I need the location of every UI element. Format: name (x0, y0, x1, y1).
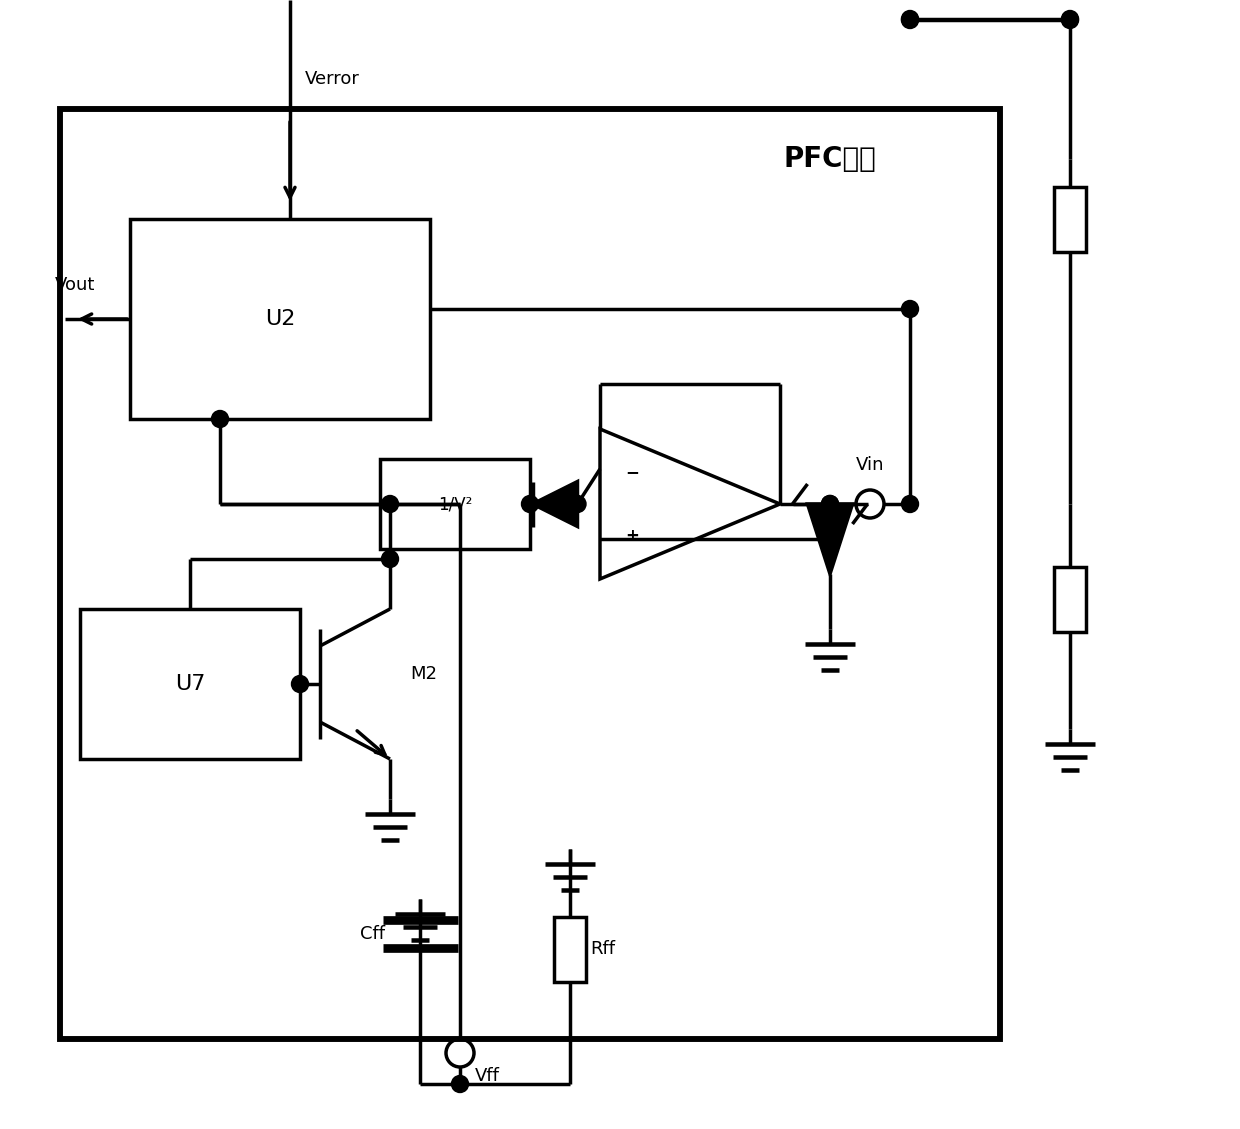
Circle shape (901, 11, 919, 28)
Circle shape (382, 551, 398, 568)
Bar (60, 110, 999, 1039)
Circle shape (451, 1076, 469, 1093)
Bar (379, 460, 529, 549)
Circle shape (901, 496, 919, 513)
Text: PFC电路: PFC电路 (784, 145, 877, 173)
Circle shape (212, 411, 228, 428)
Text: 1/V²: 1/V² (438, 495, 472, 513)
Text: −: − (625, 463, 639, 481)
Bar (1054, 186, 1086, 252)
Circle shape (1061, 10, 1079, 27)
Bar (130, 219, 430, 419)
Circle shape (821, 496, 838, 513)
Circle shape (821, 496, 838, 513)
Text: Vout: Vout (55, 275, 95, 294)
Polygon shape (807, 504, 853, 574)
Text: Cff: Cff (360, 925, 384, 943)
Circle shape (382, 496, 398, 513)
Text: Vin: Vin (856, 456, 884, 474)
Bar (1054, 567, 1086, 631)
Text: Vff: Vff (475, 1067, 500, 1085)
Polygon shape (532, 481, 578, 526)
Circle shape (901, 10, 919, 27)
Circle shape (901, 300, 919, 317)
Text: Verror: Verror (305, 70, 360, 88)
Text: Rff: Rff (590, 940, 615, 959)
Bar (554, 917, 587, 981)
Circle shape (522, 496, 538, 513)
Circle shape (1061, 11, 1079, 28)
Text: M2: M2 (410, 665, 436, 683)
Circle shape (291, 675, 309, 692)
Text: U7: U7 (175, 674, 205, 694)
Text: U2: U2 (265, 309, 295, 329)
Circle shape (569, 496, 587, 513)
Bar (81, 609, 300, 759)
Text: +: + (625, 527, 639, 545)
